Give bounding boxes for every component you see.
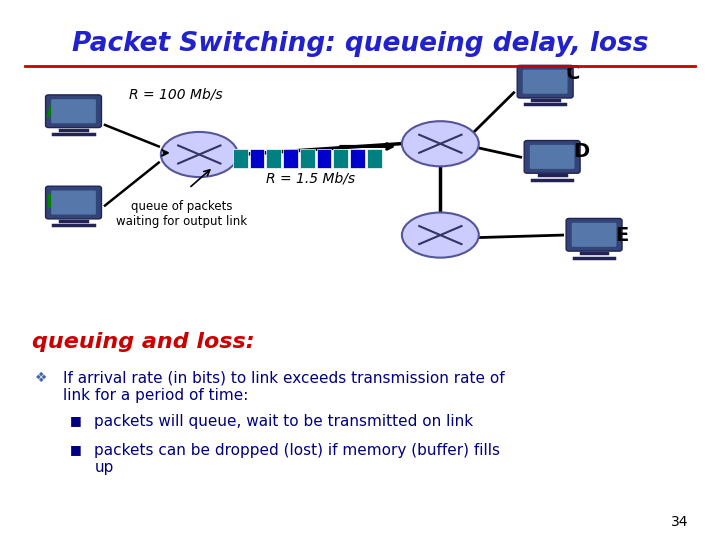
Bar bbox=[300, 148, 315, 168]
Text: C: C bbox=[566, 64, 580, 83]
Bar bbox=[333, 148, 348, 168]
Bar bbox=[233, 148, 248, 168]
Text: queue of packets
waiting for output link: queue of packets waiting for output link bbox=[116, 200, 248, 228]
Text: R = 100 Mb/s: R = 100 Mb/s bbox=[130, 87, 223, 101]
FancyBboxPatch shape bbox=[517, 65, 573, 98]
Text: queuing and loss:: queuing and loss: bbox=[32, 332, 254, 352]
Ellipse shape bbox=[402, 121, 479, 166]
FancyBboxPatch shape bbox=[45, 95, 102, 127]
Bar bbox=[367, 148, 382, 168]
Bar bbox=[250, 148, 264, 168]
Text: B: B bbox=[45, 193, 60, 212]
Bar bbox=[317, 148, 331, 168]
Text: packets can be dropped (lost) if memory (buffer) fills
up: packets can be dropped (lost) if memory … bbox=[94, 443, 500, 475]
Text: If arrival rate (in bits) to link exceeds transmission rate of
link for a period: If arrival rate (in bits) to link exceed… bbox=[63, 371, 505, 403]
FancyBboxPatch shape bbox=[523, 70, 567, 94]
Text: 34: 34 bbox=[671, 515, 688, 529]
Bar bbox=[283, 148, 298, 168]
FancyBboxPatch shape bbox=[45, 186, 102, 219]
FancyBboxPatch shape bbox=[566, 219, 622, 251]
Text: A: A bbox=[45, 102, 60, 121]
Bar bbox=[350, 148, 365, 168]
FancyBboxPatch shape bbox=[524, 140, 580, 173]
Bar bbox=[266, 148, 281, 168]
Ellipse shape bbox=[161, 132, 238, 177]
FancyBboxPatch shape bbox=[51, 99, 96, 123]
Text: R = 1.5 Mb/s: R = 1.5 Mb/s bbox=[266, 172, 355, 186]
Text: ❖: ❖ bbox=[35, 371, 48, 385]
Text: ■: ■ bbox=[70, 414, 82, 427]
FancyBboxPatch shape bbox=[530, 145, 575, 169]
Ellipse shape bbox=[402, 213, 479, 258]
Text: ■: ■ bbox=[70, 443, 82, 456]
Text: E: E bbox=[615, 226, 629, 245]
Text: D: D bbox=[573, 143, 589, 161]
FancyBboxPatch shape bbox=[572, 222, 616, 247]
FancyBboxPatch shape bbox=[51, 191, 96, 214]
Text: Packet Switching: queueing delay, loss: Packet Switching: queueing delay, loss bbox=[72, 31, 648, 57]
Text: packets will queue, wait to be transmitted on link: packets will queue, wait to be transmitt… bbox=[94, 414, 474, 429]
